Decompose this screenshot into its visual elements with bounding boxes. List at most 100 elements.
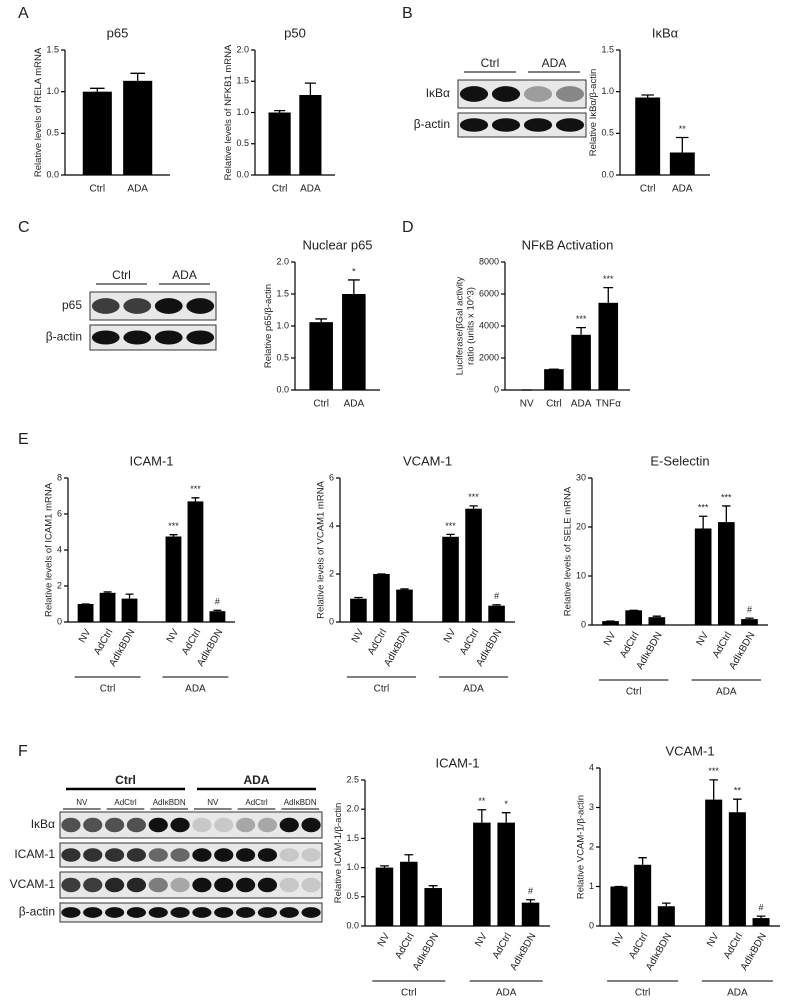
x-tick-label: AdCtrl xyxy=(393,931,416,961)
blot-lane-label: AdCtrl xyxy=(114,798,136,807)
blot-band xyxy=(301,877,321,893)
y-axis-label: Relative ICAM-1/β-actin xyxy=(333,803,344,904)
y-axis-label: Relative levels of SELE mRNA xyxy=(563,486,574,616)
y-tick-label: 6 xyxy=(329,472,334,482)
x-tick-label: Ctrl xyxy=(272,184,288,195)
y-tick-label: 0 xyxy=(589,920,594,930)
bar xyxy=(99,592,116,622)
blot-band xyxy=(91,298,120,314)
annotation: * xyxy=(504,799,508,809)
blot-lane-label: NV xyxy=(207,798,219,807)
x-tick-label: Ctrl xyxy=(313,399,329,410)
bar xyxy=(544,369,564,390)
blot-band xyxy=(148,848,168,862)
bar xyxy=(705,799,723,926)
y-tick-label: 1.5 xyxy=(346,833,359,843)
blot-band xyxy=(214,848,234,862)
x-tick-label: NV xyxy=(350,627,367,645)
error-bar xyxy=(90,87,105,92)
error-bar xyxy=(347,279,360,294)
x-tick-label: AdCtrl xyxy=(458,627,481,657)
x-tick-label: Ctrl xyxy=(640,184,656,195)
y-tick-label: 0.0 xyxy=(236,169,249,179)
x-tick-label: Ctrl xyxy=(90,184,106,195)
bar xyxy=(669,152,695,175)
blot-band xyxy=(126,848,147,862)
error-bar xyxy=(733,798,742,813)
x-tick-label: TNFα xyxy=(596,399,621,410)
annotation: # xyxy=(215,597,220,607)
chart-title: NFκB Activation xyxy=(522,237,614,252)
x-tick-label: NV xyxy=(376,931,393,949)
annotation: ** xyxy=(478,796,486,806)
blot-band xyxy=(154,298,183,314)
blot-band xyxy=(154,330,183,345)
group-label: ADA xyxy=(185,684,206,695)
group-label: Ctrl xyxy=(100,684,116,695)
y-tick-label: 1.0 xyxy=(46,86,59,96)
group-label: ADA xyxy=(463,684,484,695)
x-tick-label: ADA xyxy=(300,184,321,195)
blot-band xyxy=(301,907,321,918)
bar xyxy=(635,97,661,175)
y-axis-label: Relative levels of VCAM1 mRNA xyxy=(316,480,327,618)
blot-band xyxy=(235,817,256,833)
blot-band xyxy=(170,817,190,833)
blot-band xyxy=(257,817,278,833)
blot-band xyxy=(91,330,120,345)
annotation: *** xyxy=(603,274,614,284)
x-tick-label: AdCtrl xyxy=(92,627,115,657)
blot-lane-label: NV xyxy=(76,798,88,807)
x-tick-label: AdCtrl xyxy=(722,931,745,961)
blot-lane-label: AdCtrl xyxy=(245,798,267,807)
y-tick-label: 1.0 xyxy=(276,320,289,330)
bar xyxy=(350,598,367,622)
annotation: *** xyxy=(445,521,456,531)
y-tick-label: 2 xyxy=(57,580,62,590)
blot-band xyxy=(301,848,321,862)
group-label: Ctrl xyxy=(635,988,651,999)
blot-band xyxy=(83,817,103,833)
y-tick-label: 8 xyxy=(57,472,62,482)
blot-lane-label: AdIκBDN xyxy=(284,798,317,807)
annotation: * xyxy=(352,266,356,276)
blot-band xyxy=(61,907,81,918)
bar xyxy=(488,605,505,622)
y-axis-label: Relative levels of NFKB1 mRNA xyxy=(223,44,234,180)
y-tick-label: 6 xyxy=(57,508,62,518)
bar xyxy=(165,536,182,622)
bar xyxy=(610,886,628,926)
chart-title: ICAM-1 xyxy=(129,453,173,468)
error-bar xyxy=(576,326,586,335)
panel-label: B xyxy=(402,5,413,22)
error-bar xyxy=(676,136,689,153)
bar xyxy=(648,617,666,625)
chart-title: VCAM-1 xyxy=(403,453,452,468)
error-bar xyxy=(662,902,671,907)
blot-group-label: Ctrl xyxy=(481,56,500,70)
y-tick-label: 4000 xyxy=(479,320,499,330)
blot-group-label: ADA xyxy=(244,773,270,787)
bar xyxy=(634,864,652,926)
y-tick-label: 4 xyxy=(329,520,334,530)
blot-band xyxy=(61,817,81,833)
annotation: *** xyxy=(721,492,732,502)
chart-title: Nuclear p65 xyxy=(302,237,372,252)
blot-band xyxy=(123,298,152,314)
x-tick-label: NV xyxy=(695,630,712,648)
x-tick-label: NV xyxy=(165,627,182,645)
y-axis-label: ratio (units x 10^3) xyxy=(465,287,476,365)
blot-row-label: ICAM-1 xyxy=(14,847,55,861)
blot-band xyxy=(83,877,103,893)
error-bar xyxy=(304,82,316,95)
annotation: ** xyxy=(679,124,687,134)
blot-band xyxy=(148,877,168,893)
blot-band xyxy=(170,848,190,862)
y-tick-label: 0.5 xyxy=(601,128,614,138)
blot-band xyxy=(104,817,125,833)
bar xyxy=(473,822,491,926)
error-bar xyxy=(638,857,647,865)
blot-band xyxy=(235,907,256,918)
y-axis-label: Relative VCAM-1/β-actin xyxy=(576,795,587,899)
x-tick-label: AdCtrl xyxy=(627,931,650,961)
